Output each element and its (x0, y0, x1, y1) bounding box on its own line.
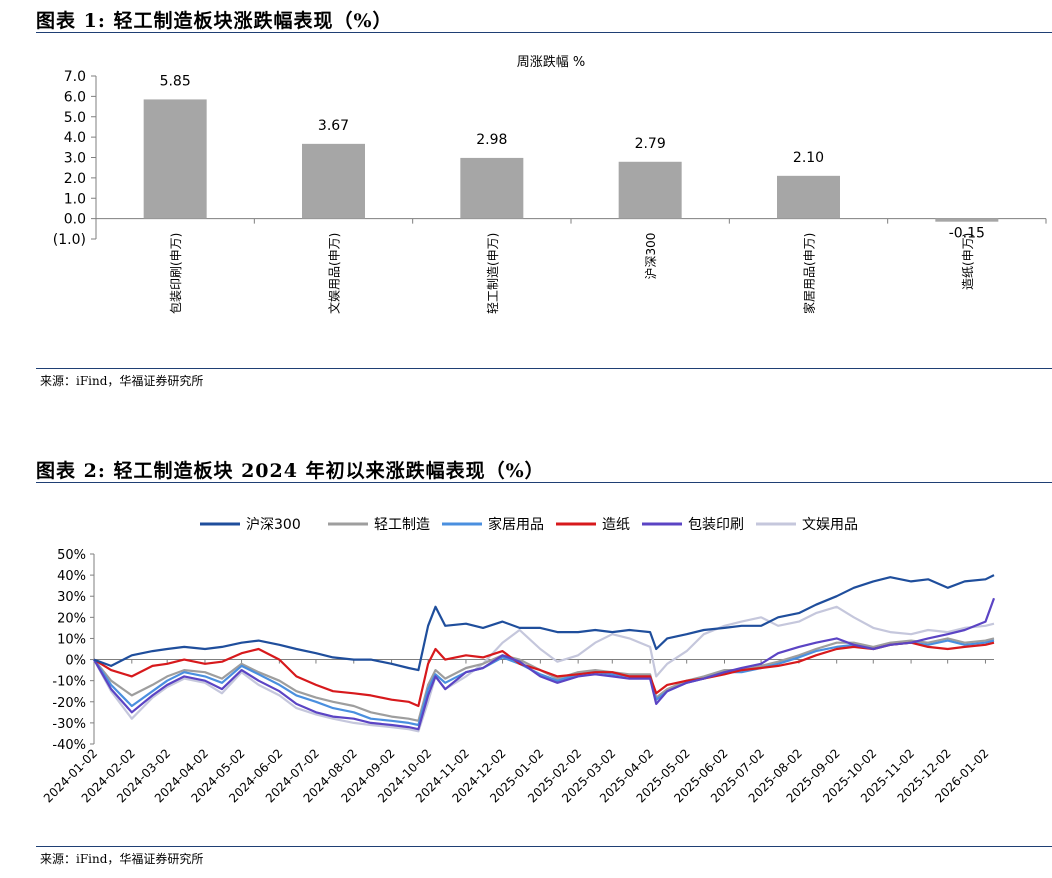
chart1-y-tick-label: (1.0) (53, 232, 86, 248)
chart1-bar (460, 157, 524, 219)
chart1-data-label: -0.15 (949, 226, 985, 242)
chart2-legend-label: 沪深300 (246, 517, 301, 533)
figure1-bar-chart: 周涨跌幅 % 7.0 6.0 5.0 4.0 3.0 2.0 1.0 0.0 (1.0) 5.85 包… (53, 54, 1047, 314)
chart1-data-label: 5.85 (160, 73, 191, 89)
chart2-legend-label: 轻工制造 (374, 517, 430, 533)
chart1-category-label: 家居用品(申万) (802, 233, 817, 314)
chart1-data-label: 3.67 (318, 118, 349, 134)
chart2-y-tick-label: 10% (57, 632, 86, 647)
figure1-source: 来源：iFind，华福证券研究所 (40, 374, 204, 388)
chart1-bar (618, 161, 682, 219)
chart2-legend-label: 家居用品 (488, 516, 544, 533)
figure2-bottom-rule (36, 846, 1052, 847)
chart2-series-line (93, 639, 995, 727)
chart1-category-label: 造纸(申万) (961, 233, 975, 290)
chart2-y-tick-label: 20% (57, 611, 86, 626)
chart2-legend-label: 造纸 (602, 517, 630, 533)
chart2-legend-label: 包装印刷 (688, 517, 744, 533)
figure2-source: 来源：iFind，华福证券研究所 (40, 852, 204, 866)
chart1-data-label: 2.10 (793, 150, 824, 166)
chart2-y-tick-label: 50% (57, 548, 86, 563)
chart2-series-line (93, 597, 996, 731)
chart1-title: 周涨跌幅 % (517, 54, 586, 70)
chart2-series-line (93, 574, 995, 672)
chart1-y-tick-label: 5.0 (64, 110, 86, 126)
chart1-y-tick-label: 3.0 (64, 151, 86, 167)
chart2-series-line (93, 641, 995, 708)
chart1-category-label: 轻工制造(申万) (486, 233, 500, 314)
chart1-y-tick-label: 1.0 (64, 191, 86, 207)
chart2-y-tick-label: -20% (52, 696, 86, 711)
figure2-line-chart: 沪深300 轻工制造 家居用品 造纸 包装印刷 文娱用品 50% 40% 30% 20% 10% 0%… (41, 516, 996, 805)
chart1-y-tick-label: 0.0 (64, 212, 86, 228)
chart1-category-label: 文娱用品(申万) (327, 233, 342, 314)
figure2-title: 图表 2: 轻工制造板块 2024 年初以来涨跌幅表现（%） (36, 460, 545, 482)
chart1-y-tick-label: 4.0 (64, 130, 86, 146)
chart2-y-tick-label: -40% (52, 738, 86, 753)
figure1-title: 图表 1: 轻工制造板块涨跌幅表现（%） (36, 10, 393, 32)
chart1-data-label: 2.98 (476, 132, 507, 148)
chart1-y-tick-label: 2.0 (64, 171, 86, 187)
chart1-category-label: 沪深300 (644, 233, 658, 280)
chart2-y-tick-label: -10% (52, 675, 86, 690)
chart2-y-tick-label: 40% (57, 569, 86, 584)
chart1-bar (302, 143, 365, 219)
figure2-title-rule (36, 482, 1052, 483)
chart1-y-tick-label: 6.0 (64, 89, 86, 105)
chart1-bar (935, 218, 999, 222)
chart1-bar (143, 99, 207, 219)
chart1-data-label: 2.79 (635, 136, 666, 152)
chart2-legend-label: 文娱用品 (802, 517, 858, 533)
figure1-bottom-rule (36, 368, 1052, 369)
chart1-y-tick-label: 7.0 (64, 69, 86, 85)
chart2-y-tick-label: -30% (52, 717, 86, 732)
chart2-y-tick-label: 30% (57, 590, 86, 605)
figure1-title-rule (36, 32, 1052, 33)
chart2-y-tick-label: 0% (65, 654, 86, 669)
chart2-series-line (93, 605, 995, 733)
chart1-bar (777, 175, 840, 219)
chart1-category-label: 包装印刷(申万) (169, 233, 183, 314)
